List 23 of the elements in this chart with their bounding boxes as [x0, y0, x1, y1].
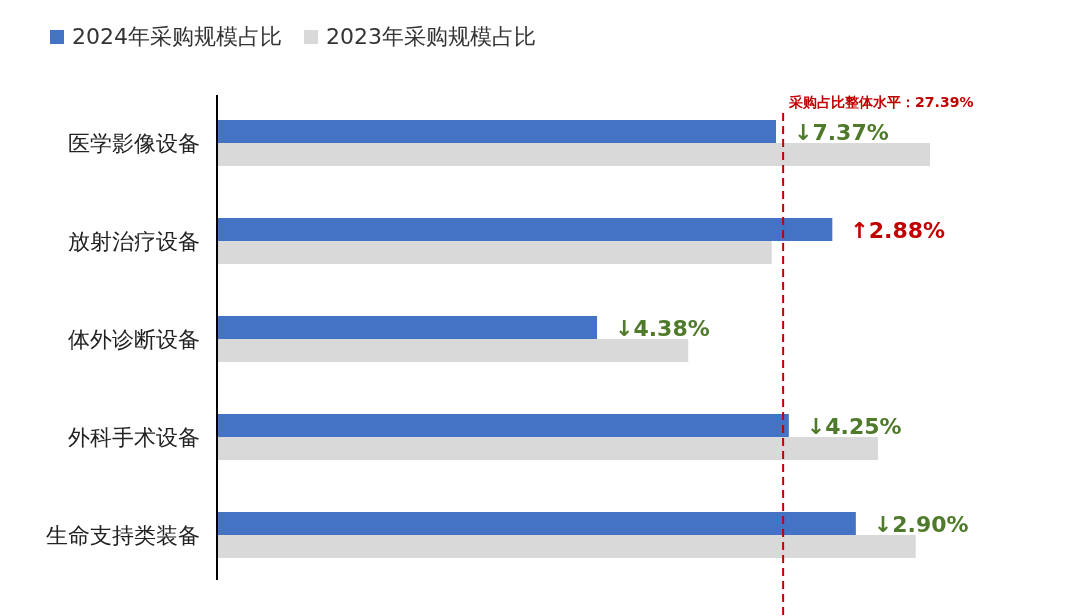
bar: [217, 512, 856, 535]
bar: [217, 120, 776, 143]
annotation: ↓4.25%: [806, 413, 902, 439]
bar: [217, 535, 916, 558]
y-tick-label: 医学影像设备: [68, 131, 200, 156]
bar: [217, 339, 689, 362]
annotation: ↓7.37%: [793, 119, 889, 145]
annotation: ↑2.88%: [850, 217, 946, 243]
bar: [217, 218, 833, 241]
y-tick-label: 放射治疗设备: [68, 229, 200, 254]
legend-label: 2024年采购规模占比: [72, 24, 282, 49]
bar: [217, 241, 772, 264]
bar: [217, 316, 598, 339]
legend-label: 2023年采购规模占比: [326, 24, 536, 49]
bar: [217, 414, 789, 437]
bar: [217, 143, 930, 166]
annotation: ↓2.90%: [873, 511, 969, 537]
bar: [217, 437, 878, 460]
y-tick-label: 生命支持类装备: [46, 523, 200, 548]
y-tick-label: 外科手术设备: [68, 425, 200, 450]
y-tick-label: 体外诊断设备: [68, 327, 200, 352]
annotation: ↓4.38%: [615, 315, 710, 341]
ref-line-label: 采购占比整体水平：27.39%: [788, 94, 974, 110]
